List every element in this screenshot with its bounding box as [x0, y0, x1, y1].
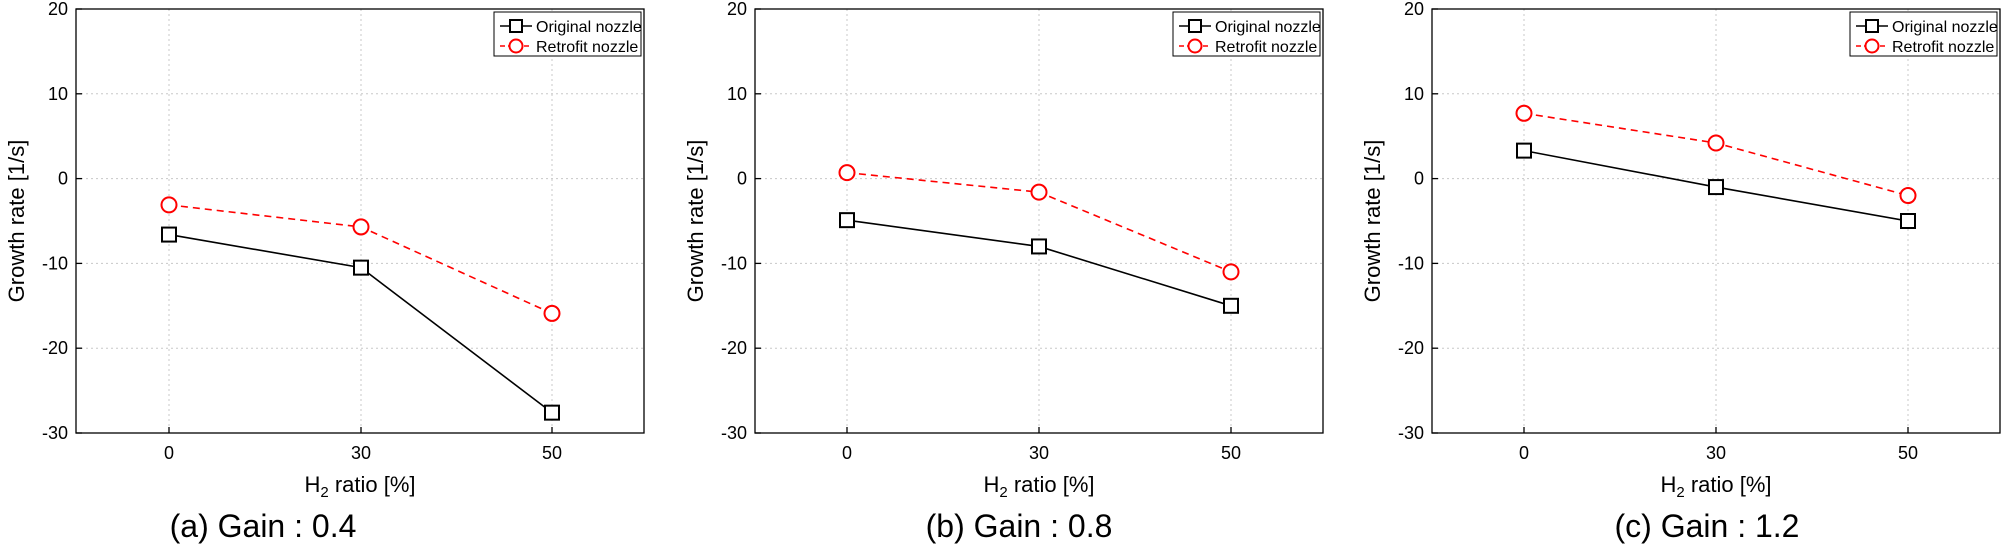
legend-label: Original nozzle	[536, 19, 642, 36]
panel-caption: (a) Gain : 0.4	[170, 508, 357, 544]
legend-label: Retrofit nozzle	[1215, 39, 1317, 56]
data-point-square	[544, 404, 560, 421]
data-point-circle	[543, 304, 561, 322]
y-tick-label: 20	[1404, 0, 1424, 19]
y-tick-label: 0	[737, 169, 747, 189]
y-tick-label: -30	[721, 423, 747, 443]
y-axis-label: Growth rate [1/s]	[1360, 140, 1385, 303]
x-tick-label: 30	[351, 443, 371, 463]
data-point-square	[161, 226, 177, 243]
x-tick-label: 50	[542, 443, 562, 463]
y-tick-label: -20	[721, 338, 747, 358]
x-tick-label: 30	[1029, 443, 1049, 463]
data-point-square	[1900, 213, 1916, 229]
x-tick-label: 50	[1898, 443, 1918, 463]
data-point-circle	[1515, 104, 1533, 122]
legend-label: Retrofit nozzle	[1892, 39, 1994, 56]
plot-frame	[75, 8, 645, 434]
series-retrofit-nozzle	[1515, 104, 1917, 205]
legend-label: Original nozzle	[1215, 19, 1321, 36]
legend-marker-square	[509, 19, 523, 33]
y-tick-label: 0	[58, 169, 68, 189]
legend: Original nozzle Retrofit nozzle	[1172, 11, 1321, 57]
legend-marker-square	[1865, 19, 1879, 33]
data-point-circle	[1707, 134, 1725, 152]
data-point-circle	[1030, 183, 1048, 201]
legend-marker-circle	[1187, 38, 1203, 54]
x-tick-label: 0	[164, 443, 174, 463]
data-point-square	[1223, 297, 1239, 314]
y-tick-label: -10	[1398, 253, 1424, 273]
legend: Original nozzle Retrofit nozzle	[493, 11, 642, 57]
data-point-circle	[838, 164, 856, 182]
x-axis-label: H2 ratio [%]	[304, 472, 415, 501]
x-axis-label: H2 ratio [%]	[1660, 472, 1771, 501]
data-point-square	[353, 259, 369, 276]
panel-caption: (b) Gain : 0.8	[926, 508, 1113, 544]
y-tick-label: -10	[721, 253, 747, 273]
x-tick-label: 50	[1221, 443, 1241, 463]
chart-panel-3: 20 10 0 -10 -20 -30 0 30 50 Growth rate [1/s] H2 r…	[1360, 0, 2001, 544]
y-axis-label: Growth rate [1/s]	[683, 140, 708, 303]
data-point-square	[1031, 238, 1047, 255]
y-tick-label: 10	[1404, 84, 1424, 104]
legend-marker-circle	[508, 38, 524, 54]
y-axis-label: Growth rate [1/s]	[4, 140, 29, 303]
data-point-circle	[1222, 263, 1240, 281]
y-tick-label: 0	[1414, 169, 1424, 189]
chart-panel-2: 20 10 0 -10 -20 -30 0 30 50 Growth rate [1/s] H2 r…	[683, 0, 1324, 544]
y-tick-label: 20	[727, 0, 747, 19]
y-tick-label: 10	[48, 84, 68, 104]
x-tick-label: 0	[842, 443, 852, 463]
y-tick-label: 20	[48, 0, 68, 19]
data-point-circle	[1899, 187, 1917, 205]
series-retrofit-nozzle	[160, 196, 561, 322]
x-tick-label: 0	[1519, 443, 1529, 463]
x-axis-label: H2 ratio [%]	[983, 472, 1094, 501]
y-tick-label: -10	[42, 253, 68, 273]
chart-panel-1: 20 10 0 -10 -20 -30 0 30 50 Growth rate [1/s] H2 r…	[4, 0, 645, 544]
series-original-nozzle	[1516, 142, 1916, 229]
y-tick-label: -20	[42, 338, 68, 358]
legend-marker-square	[1188, 19, 1202, 33]
series-original-nozzle	[839, 212, 1239, 314]
y-tick-label: -30	[42, 423, 68, 443]
data-point-square	[839, 212, 855, 229]
x-tick-label: 30	[1706, 443, 1726, 463]
y-tick-label: -30	[1398, 423, 1424, 443]
series-line	[846, 219, 1232, 307]
panel-caption: (c) Gain : 1.2	[1615, 508, 1800, 544]
series-retrofit-nozzle	[838, 164, 1240, 281]
legend: Original nozzle Retrofit nozzle	[1849, 11, 1998, 57]
legend-label: Original nozzle	[1892, 19, 1998, 36]
y-tick-label: -20	[1398, 338, 1424, 358]
data-point-circle	[160, 196, 178, 214]
legend-label: Retrofit nozzle	[536, 39, 638, 56]
series-original-nozzle	[161, 226, 560, 421]
y-tick-label: 10	[727, 84, 747, 104]
legend-marker-circle	[1864, 38, 1880, 54]
data-point-square	[1516, 142, 1532, 159]
data-point-circle	[352, 218, 370, 236]
data-point-square	[1708, 179, 1724, 196]
